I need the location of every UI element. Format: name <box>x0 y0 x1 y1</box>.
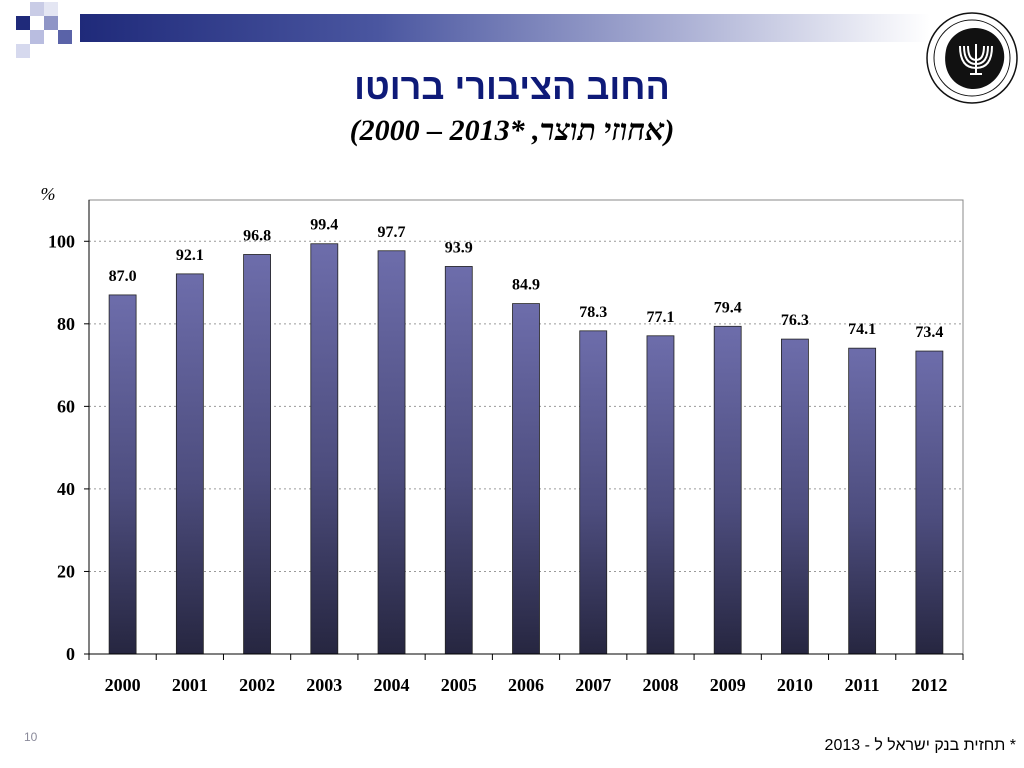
data-label: 97.7 <box>378 224 406 241</box>
x-tick-label: 2011 <box>845 675 880 695</box>
x-tick-label: 2000 <box>105 675 141 695</box>
footnote: * תחזית בנק ישראל ל - 2013 <box>824 737 1016 754</box>
x-tick-label: 2006 <box>508 675 544 695</box>
data-label: 74.1 <box>848 321 876 338</box>
header-band <box>80 14 930 42</box>
bar <box>444 266 473 655</box>
bar <box>579 330 608 655</box>
value-labels: 87.0 92.1 96.8 99.4 97.7 93.9 84.9 78.3 77.1 79.4… <box>109 217 944 341</box>
data-label: 96.8 <box>243 227 271 244</box>
bar <box>713 325 742 655</box>
bar <box>310 243 339 655</box>
bar <box>848 347 877 655</box>
x-tick-label: 2007 <box>575 675 611 695</box>
x-tick-label: 2003 <box>306 675 342 695</box>
y-tick-label: 100 <box>48 231 75 251</box>
data-label: 92.1 <box>176 247 204 264</box>
data-label: 79.4 <box>714 299 742 316</box>
data-label: 93.9 <box>445 239 473 256</box>
x-tick-label: 2004 <box>374 675 410 695</box>
bar <box>108 294 137 655</box>
bar <box>243 254 271 655</box>
x-tick-label: 2009 <box>710 675 746 695</box>
y-tick-label: 80 <box>57 314 75 334</box>
y-axis-label: % <box>41 184 56 204</box>
data-label: 77.1 <box>646 309 674 326</box>
data-label: 84.9 <box>512 277 540 294</box>
page-number: 10 <box>24 730 38 744</box>
bars <box>108 243 944 655</box>
y-tick-label: 0 <box>66 644 75 664</box>
y-tick-label: 20 <box>57 561 75 581</box>
x-tick-label: 2012 <box>911 675 947 695</box>
data-label: 87.0 <box>109 268 137 285</box>
x-axis: 2000 2001 2002 2003 2004 2005 2006 2007 2008 2009… <box>88 653 964 695</box>
x-tick-label: 2008 <box>642 675 678 695</box>
x-tick-label: 2001 <box>172 675 208 695</box>
bar <box>781 338 809 655</box>
y-tick-label: 60 <box>57 396 75 416</box>
x-tick-label: 2002 <box>239 675 275 695</box>
y-tick-label: 40 <box>57 479 75 499</box>
bar <box>175 273 204 655</box>
data-label: 99.4 <box>310 217 338 234</box>
x-tick-label: 2010 <box>777 675 813 695</box>
y-axis: 0 20 40 60 80 100 <box>48 200 90 664</box>
slide-title: החוב הציבורי ברוטו <box>354 66 670 107</box>
bar <box>512 303 540 655</box>
decorative-corner-squares <box>16 2 72 58</box>
bar <box>646 335 675 655</box>
x-tick-label: 2005 <box>441 675 477 695</box>
slide-subtitle: (אחוזי תוצר, *2013 – 2000) <box>349 114 675 147</box>
data-label: 73.4 <box>915 324 943 341</box>
bar <box>377 250 406 655</box>
data-label: 78.3 <box>579 304 607 321</box>
bar <box>915 350 944 655</box>
bank-of-israel-logo <box>926 12 1018 104</box>
data-label: 76.3 <box>781 312 809 329</box>
